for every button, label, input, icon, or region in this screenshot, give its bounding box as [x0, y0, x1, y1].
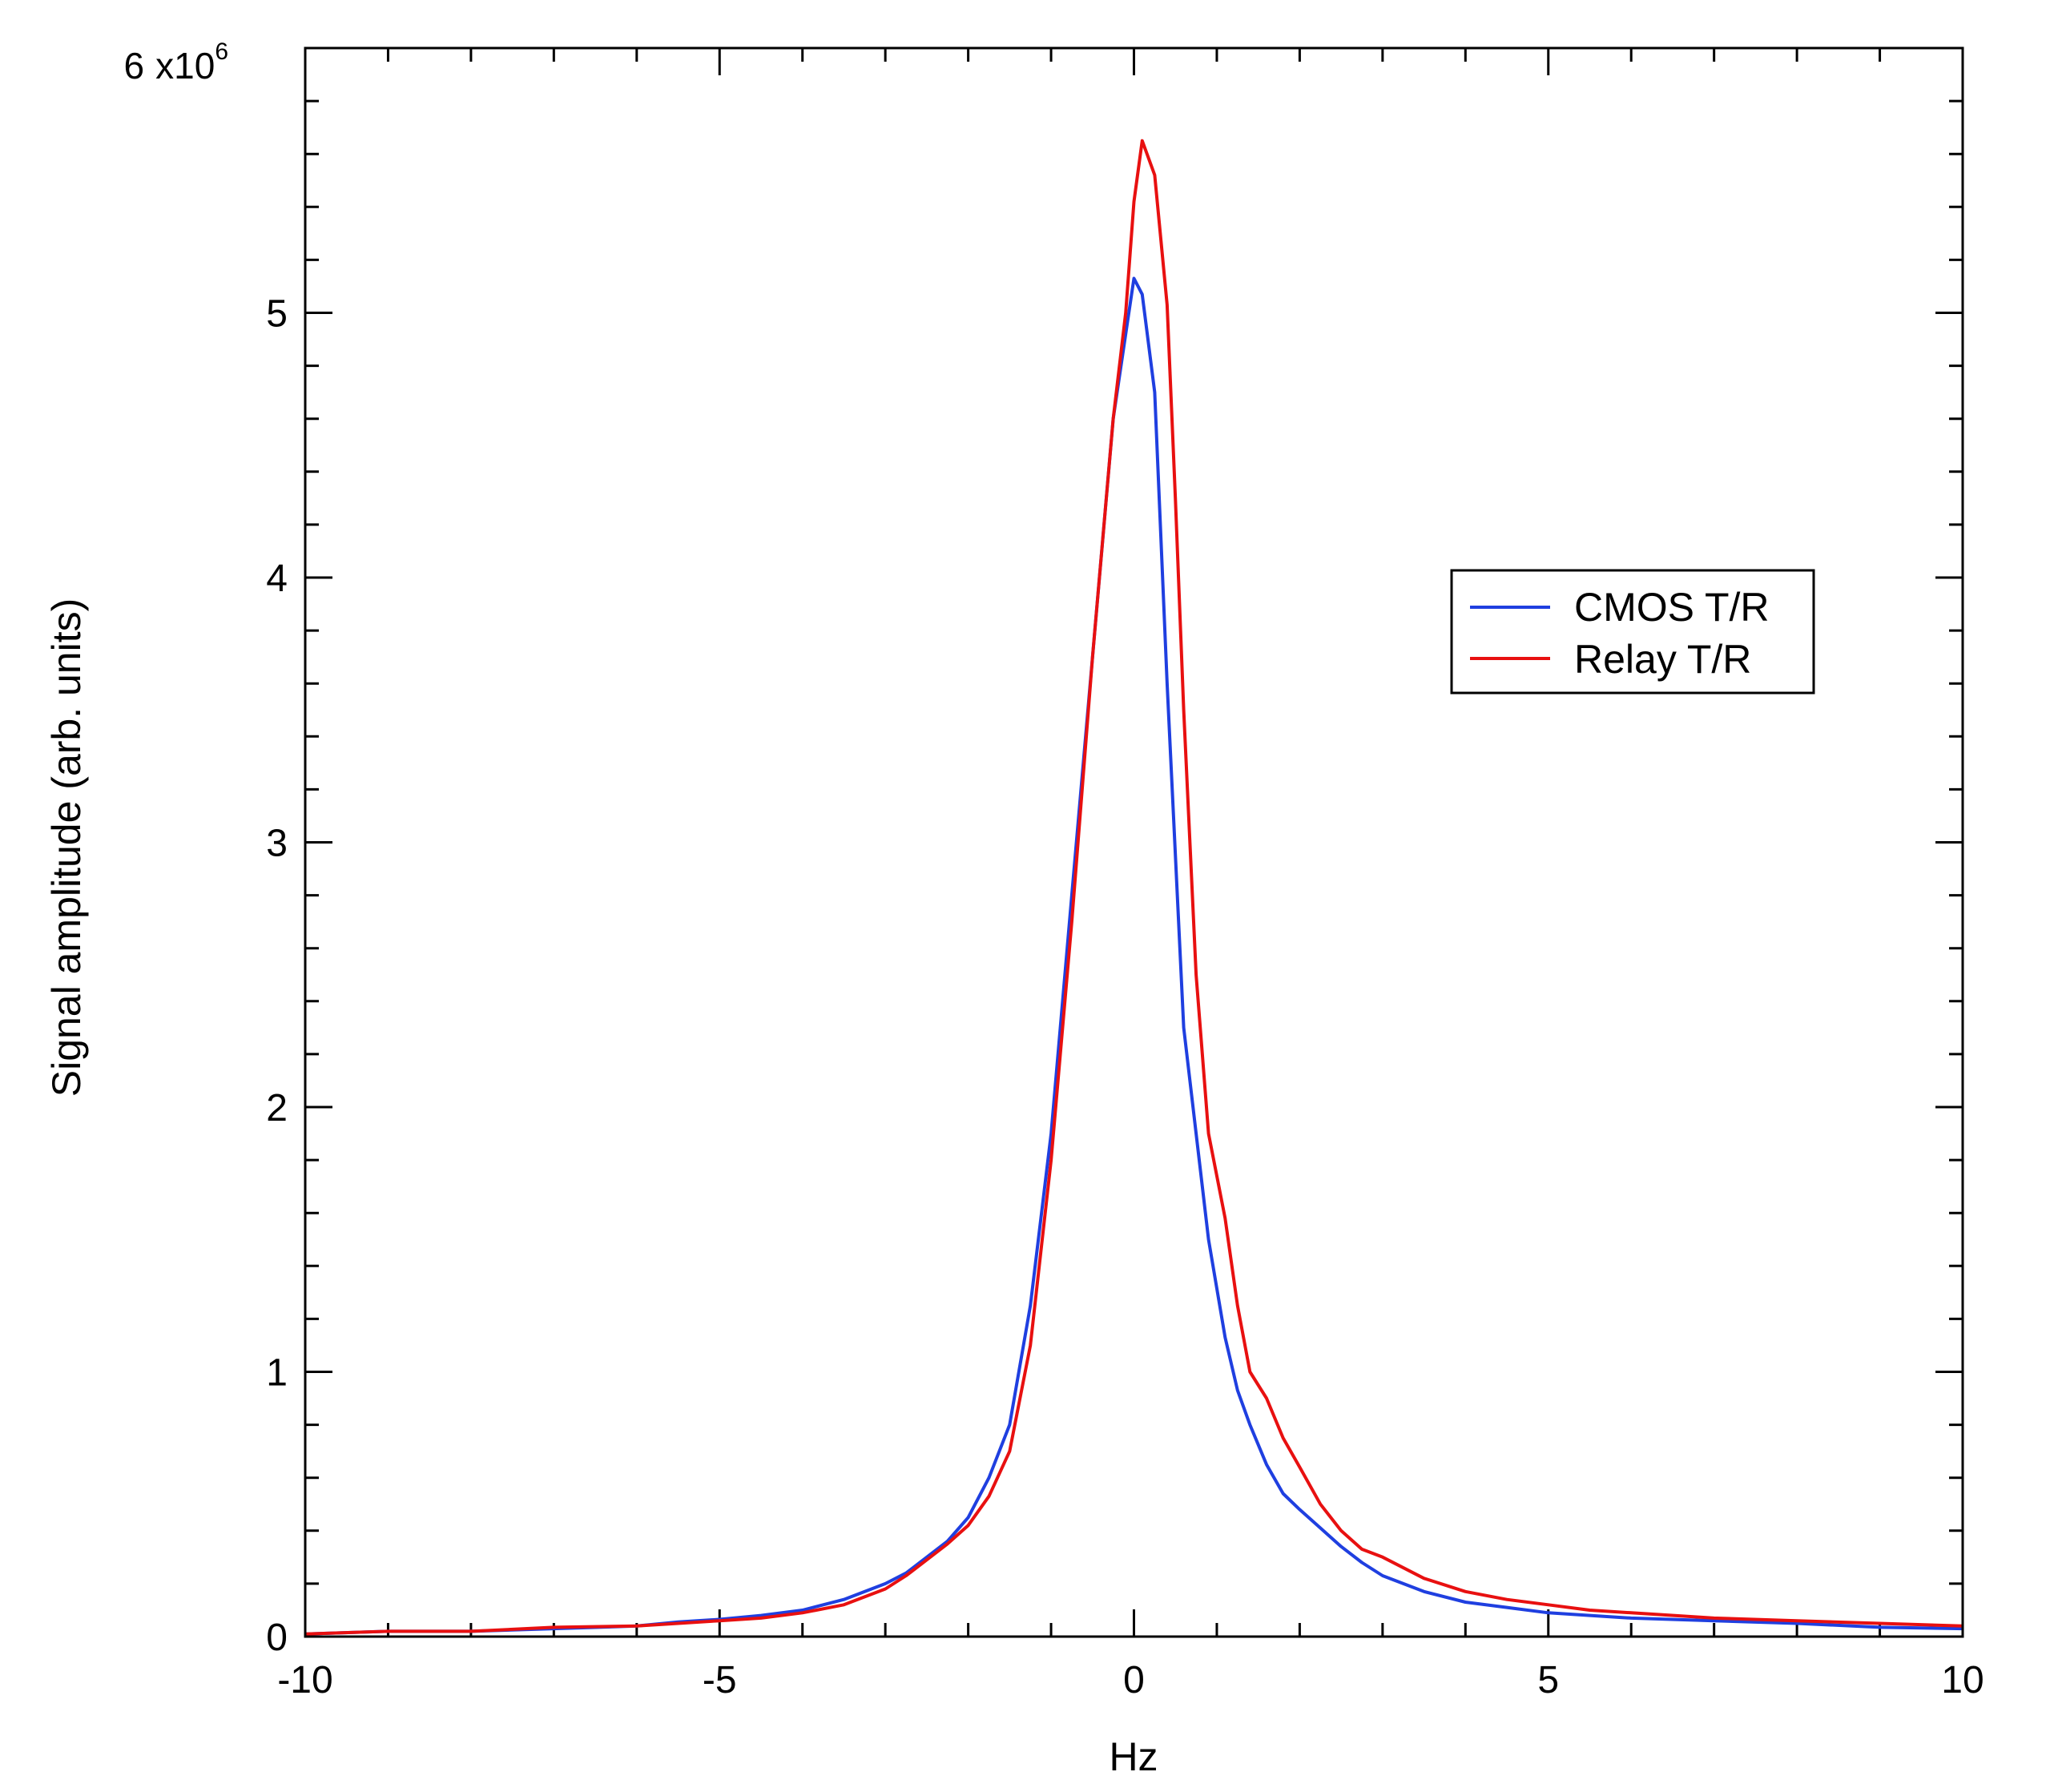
legend: CMOS T/R Relay T/R [1450, 569, 1815, 695]
y-tick-label: 1 [266, 1352, 288, 1395]
plot-frame [304, 46, 1964, 1638]
y-scale-exponent: 6 [215, 38, 228, 65]
y-scale-top-tick-label: 6 [124, 45, 145, 87]
y-tick-label: 5 [266, 293, 288, 336]
y-axis-label: Signal amplitude (arb. units) [44, 598, 89, 1097]
x-tick-label: 5 [1537, 1659, 1559, 1701]
x-tick-label: -10 [277, 1659, 332, 1701]
y-tick-label: 0 [266, 1617, 288, 1659]
y-tick-label: 4 [266, 558, 288, 600]
y-tick-labels: 0 1 2 3 4 5 [266, 293, 288, 1660]
y-tick-label: 3 [266, 823, 288, 865]
x-tick-label: 0 [1123, 1659, 1145, 1701]
legend-label-relay: Relay T/R [1574, 637, 1751, 682]
y-tick-label: 2 [266, 1087, 288, 1130]
series-line-relay [304, 139, 1963, 1636]
legend-box [1450, 569, 1815, 695]
x-axis-label: Hz [1109, 1734, 1158, 1779]
series-line-cmos [304, 276, 1963, 1636]
x-tick-label: -5 [703, 1659, 737, 1701]
x-tick-labels: -10 -5 0 5 10 [277, 1659, 1984, 1701]
axis-ticks [304, 46, 1964, 1638]
x-tick-label: 10 [1941, 1659, 1984, 1701]
y-scale-label: 6 x106 [124, 38, 228, 87]
series-lines [304, 139, 1963, 1636]
y-scale-base: x10 [155, 45, 215, 87]
legend-label-cmos: CMOS T/R [1574, 585, 1770, 630]
